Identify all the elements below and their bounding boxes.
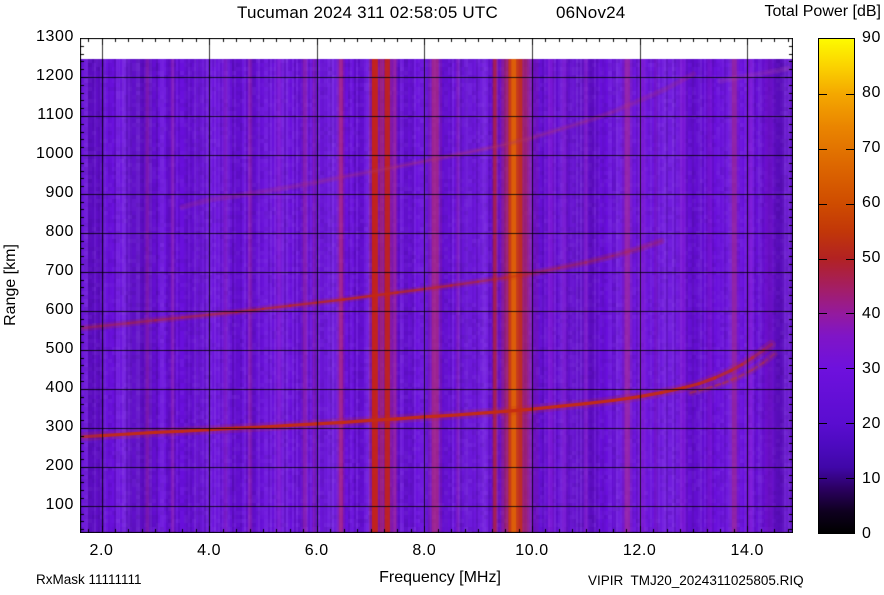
colorbar-tick	[819, 259, 827, 260]
colorbar-tick-label: 80	[862, 84, 881, 102]
y-tick-label: 500	[45, 339, 74, 357]
y-tick-label: 1000	[36, 144, 74, 162]
y-tick-label: 800	[45, 222, 74, 240]
colorbar-title: Total Power [dB]	[764, 3, 882, 20]
colorbar-tick	[819, 204, 827, 205]
colorbar-tick-label: 40	[862, 304, 881, 322]
x-tick-label: 12.0	[622, 542, 657, 559]
colorbar-tick-label: 70	[862, 139, 881, 157]
colorbar-tick	[846, 368, 854, 369]
colorbar-tick	[846, 313, 854, 314]
y-tick-label: 200	[45, 456, 74, 474]
spectrogram-canvas	[80, 38, 793, 533]
colorbar-tick	[846, 423, 854, 424]
colorbar-tick	[846, 94, 854, 95]
x-tick-label: 10.0	[515, 542, 549, 559]
colorbar-tick	[819, 478, 827, 479]
y-tick-label: 700	[45, 261, 74, 279]
x-tick-label: 4.0	[197, 542, 222, 559]
footer-filename: VIPIR TMJ20_2024311025805.RIQ	[588, 573, 804, 588]
colorbar-tick-label: 50	[862, 249, 881, 267]
colorbar-tick	[846, 259, 854, 260]
colorbar-tick	[846, 478, 854, 479]
x-axis-title: Frequency [MHz]	[379, 569, 501, 586]
colorbar-tick-label: 60	[862, 194, 881, 212]
y-tick-label: 1200	[36, 66, 74, 84]
x-tick-label: 6.0	[304, 542, 329, 559]
y-tick-label: 300	[45, 417, 74, 435]
colorbar-tick	[819, 368, 827, 369]
colorbar-tick-label: 30	[862, 359, 881, 377]
colorbar-tick-label: 10	[862, 469, 881, 487]
colorbar-tick	[819, 423, 827, 424]
plot-title: Tucuman 2024 311 02:58:05 UTC	[237, 3, 498, 22]
colorbar-tick-label: 20	[862, 414, 881, 432]
x-tick-label: 8.0	[412, 542, 437, 559]
x-tick-label: 14.0	[730, 542, 765, 559]
plot-date: 06Nov24	[556, 3, 626, 22]
y-tick-label: 100	[45, 495, 74, 513]
colorbar-tick-label: 0	[862, 525, 872, 542]
colorbar-tick-label: 90	[862, 29, 881, 46]
footer-rxmask: RxMask 11111111	[36, 572, 142, 587]
y-tick-label: 1100	[37, 105, 74, 123]
y-tick-label: 400	[45, 378, 74, 396]
colorbar	[818, 38, 855, 534]
colorbar-tick	[846, 204, 854, 205]
colorbar-tick	[819, 149, 827, 150]
colorbar-tick	[819, 94, 827, 95]
y-tick-label: 1300	[36, 28, 74, 45]
y-tick-label: 600	[45, 300, 74, 318]
y-axis-title: Range [km]	[2, 244, 19, 326]
x-tick-label: 2.0	[89, 542, 114, 559]
colorbar-tick	[819, 313, 827, 314]
colorbar-tick	[846, 149, 854, 150]
y-tick-label: 900	[45, 183, 74, 201]
